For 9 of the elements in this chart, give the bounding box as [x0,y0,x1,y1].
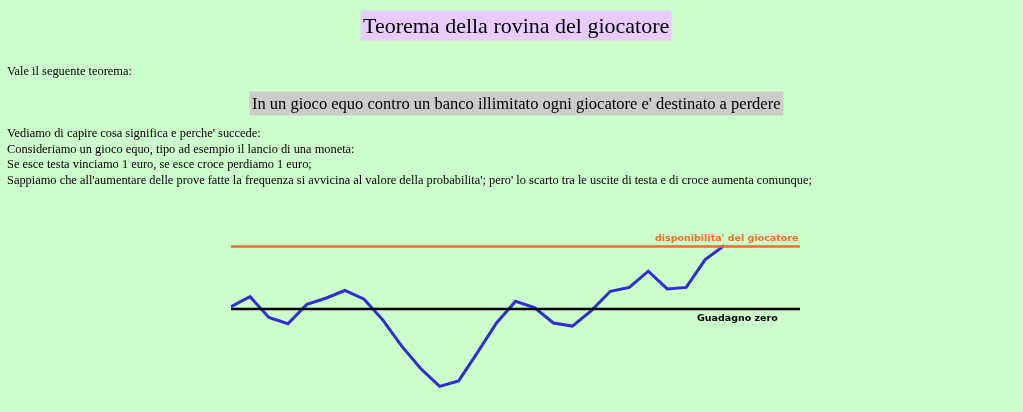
ref-line-label: disponibilita' del giocatore [655,232,799,243]
ref-line-label: Guadagno zero [697,312,779,323]
text: Vediamo di capire cosa significa e perche' succede: [7,126,261,140]
text: Consideriamo un gioco equo, tipo ad esempio il lancio di una moneta: [7,142,355,156]
chart-title: Teorema della rovina del giocatore [363,13,670,38]
text: Sappiamo che all'aumentare delle prove fatte la frequenza si avvicina al valore della probabilita'; pero' lo scarto tra le uscite di testa e di croce aumenta comunque; [7,173,812,187]
text: Se esce testa vinciamo 1 euro, se esce croce perdiamo 1 euro; [7,157,312,171]
text: Vale il seguente teorema: [7,64,132,78]
chart-subtitle: In un gioco equo contro un banco illimitato ogni giocatore e' destinato a perdere [252,94,781,113]
